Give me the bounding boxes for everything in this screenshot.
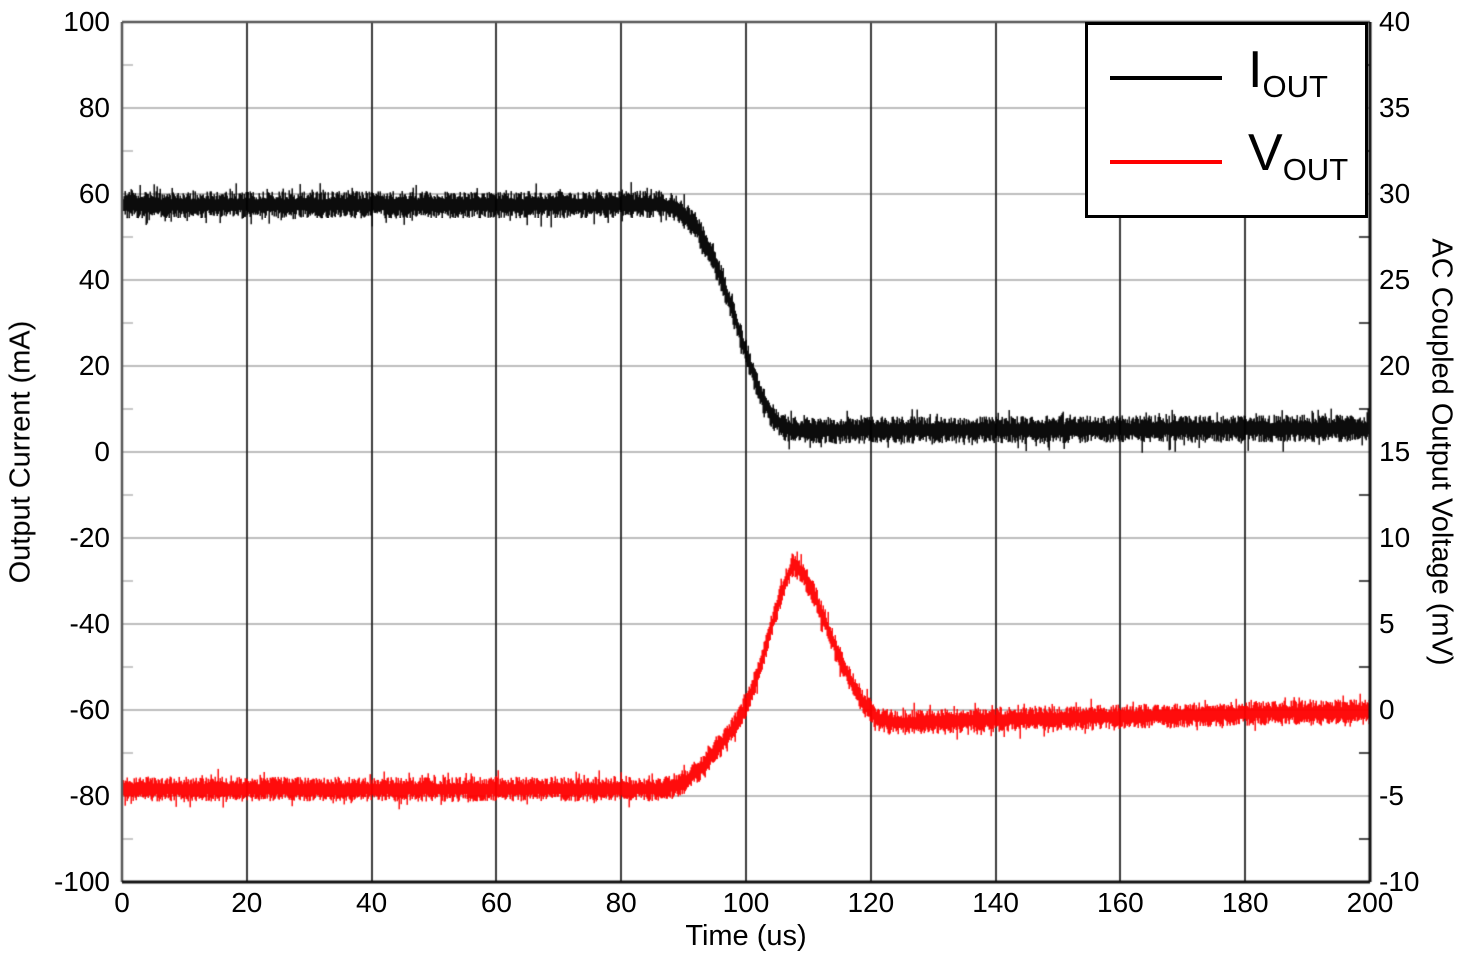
y-right-tick-5: 5 — [1379, 608, 1395, 639]
iout-label-sub: OUT — [1262, 68, 1328, 104]
iout-label-main: I — [1248, 40, 1263, 99]
x-tick-140: 140 — [972, 887, 1019, 918]
legend: IOUT VOUT — [1085, 22, 1368, 218]
y-left-tick--80: -80 — [69, 780, 110, 811]
vout-line-sample — [1110, 159, 1222, 164]
y-right-tick-40: 40 — [1379, 6, 1411, 37]
vout-label: VOUT — [1248, 127, 1348, 196]
y-right-tick-30: 30 — [1379, 178, 1411, 209]
y-right-tick-35: 35 — [1379, 92, 1411, 123]
y-right-tick-20: 20 — [1379, 350, 1411, 381]
y-left-tick-40: 40 — [78, 264, 110, 295]
legend-item-iout: IOUT — [1110, 44, 1365, 113]
vout-label-sub: OUT — [1282, 152, 1349, 188]
y-left-tick-100: 100 — [63, 6, 110, 37]
x-axis-title: Time (us) — [685, 920, 807, 952]
y-axis-right-title: AC Coupled Output Voltage (mV) — [1425, 238, 1458, 666]
x-tick-40: 40 — [356, 887, 388, 918]
y-right-tick-0: 0 — [1379, 694, 1395, 725]
y-left-tick-0: 0 — [94, 436, 110, 467]
vout-label-main: V — [1248, 124, 1283, 183]
x-tick-160: 160 — [1097, 887, 1144, 918]
iout-line-sample — [1110, 76, 1222, 81]
y-right-tick-10: 10 — [1379, 522, 1411, 553]
x-tick-200: 200 — [1346, 887, 1394, 918]
x-tick-80: 80 — [605, 887, 637, 918]
y-left-tick-60: 60 — [78, 178, 110, 209]
x-tick-60: 60 — [480, 887, 512, 918]
y-left-tick--100: -100 — [53, 866, 110, 897]
y-left-tick--20: -20 — [69, 522, 110, 553]
x-tick-20: 20 — [231, 887, 263, 918]
legend-item-vout: VOUT — [1110, 127, 1365, 196]
y-left-tick-80: 80 — [78, 92, 110, 123]
x-tick-180: 180 — [1221, 887, 1269, 918]
x-tick-0: 0 — [114, 887, 130, 918]
y-right-tick-15: 15 — [1379, 436, 1411, 467]
y-left-tick--40: -40 — [69, 608, 110, 639]
x-tick-100: 100 — [722, 887, 770, 918]
y-left-tick-20: 20 — [78, 350, 110, 381]
x-tick-120: 120 — [847, 887, 895, 918]
y-right-tick--10: -10 — [1379, 866, 1420, 897]
y-left-tick--60: -60 — [69, 694, 110, 725]
iout-label: IOUT — [1248, 44, 1328, 113]
y-right-tick--5: -5 — [1379, 780, 1404, 811]
y-right-tick-25: 25 — [1379, 264, 1411, 295]
